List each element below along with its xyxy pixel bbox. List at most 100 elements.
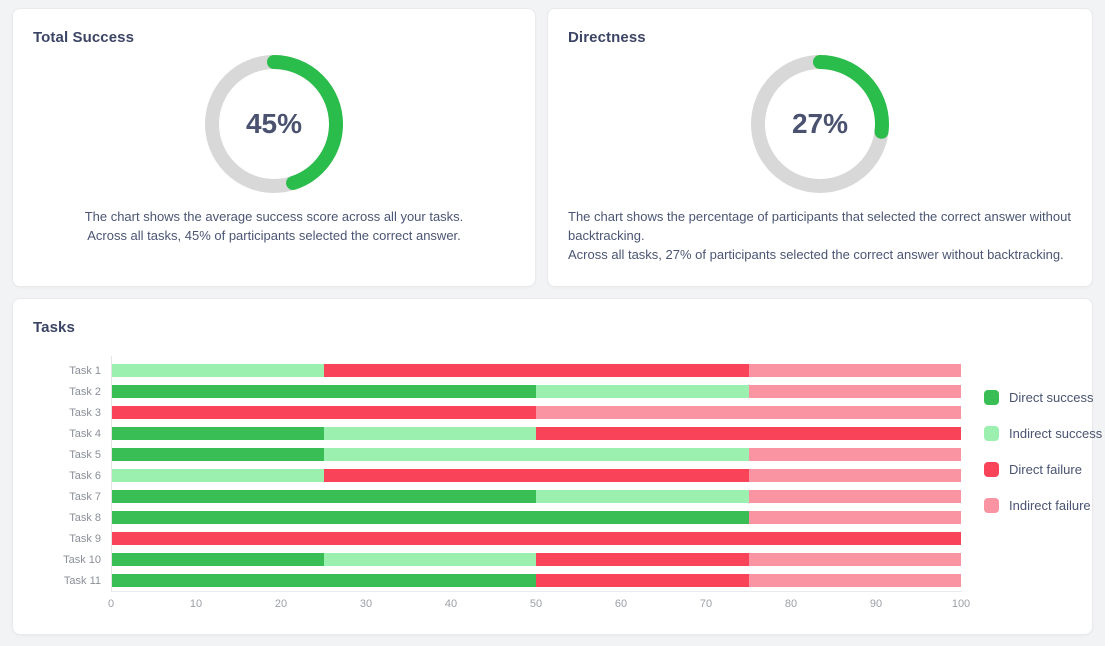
directness-card: Directness 27% The chart shows the perce… (547, 8, 1093, 287)
task-row: Task 5 (33, 444, 962, 465)
bar-segment-indirect-failure (748, 364, 961, 377)
stacked-bar (111, 406, 961, 419)
tasks-title: Tasks (33, 319, 75, 336)
bar-segment-direct-failure (536, 427, 961, 440)
bar-segment-indirect-failure (536, 406, 961, 419)
stacked-bar (111, 469, 961, 482)
stacked-bar (111, 385, 961, 398)
task-label: Task 1 (69, 364, 101, 377)
x-axis-line (111, 591, 962, 592)
chart-legend: Direct success Indirect success Direct fai… (984, 356, 1102, 614)
legend-swatch-direct-success (984, 390, 999, 405)
bar-segment-direct-success (111, 427, 324, 440)
task-row: Task 4 (33, 423, 962, 444)
tasks-stacked-bar-chart: Task 1 Task 2 Task 3 Task 4 Task 5 Task 6 Task… (33, 356, 1102, 614)
task-row: Task 10 (33, 549, 962, 570)
task-label: Task 11 (63, 574, 101, 587)
task-row: Task 6 (33, 465, 962, 486)
legend-swatch-indirect-failure (984, 498, 999, 513)
total-success-percent: 45% (245, 108, 303, 139)
bar-segment-direct-failure (323, 469, 749, 482)
stacked-bar (111, 364, 961, 377)
bar-segment-direct-success (111, 490, 536, 503)
task-label: Task 3 (69, 406, 101, 419)
bar-segment-indirect-success (111, 469, 324, 482)
task-label: Task 5 (69, 448, 101, 461)
task-row: Task 2 (33, 381, 962, 402)
total-success-donut-chart: 45% (204, 54, 344, 194)
bar-plot-area: Task 1 Task 2 Task 3 Task 4 Task 5 Task 6 Task… (33, 356, 970, 614)
bar-segment-direct-success (111, 511, 749, 524)
x-axis-ticks: 0 10 20 30 40 50 60 70 80 90 100 (107, 598, 970, 614)
bar-segment-indirect-failure (748, 574, 961, 587)
x-axis-tick-label: 80 (784, 598, 798, 610)
task-label: Task 4 (69, 427, 101, 440)
x-axis-tick-label: 60 (614, 598, 628, 610)
task-row: Task 9 (33, 528, 962, 549)
task-row: Task 3 (33, 402, 962, 423)
donut-svg (205, 55, 343, 193)
bar-segment-indirect-failure (748, 553, 961, 566)
task-row: Task 7 (33, 486, 962, 507)
task-row: Task 1 (33, 360, 962, 381)
stacked-bar (111, 532, 961, 545)
donut-progress-arc (205, 55, 343, 193)
legend-item-indirect-failure[interactable]: Indirect failure (984, 498, 1102, 513)
directness-donut-chart: 27% (750, 54, 890, 194)
legend-label: Indirect failure (1009, 498, 1091, 513)
description-line: The chart shows the percentage of partic… (568, 209, 1071, 243)
bar-segment-indirect-failure (748, 385, 961, 398)
task-label: Task 6 (69, 469, 101, 482)
stacked-bar (111, 448, 961, 461)
bar-segment-indirect-success (323, 448, 749, 461)
legend-item-direct-failure[interactable]: Direct failure (984, 462, 1102, 477)
stacked-bar (111, 490, 961, 503)
directness-description: The chart shows the percentage of partic… (568, 207, 1072, 264)
task-row: Task 8 (33, 507, 962, 528)
bar-segment-indirect-failure (748, 448, 961, 461)
bar-segment-indirect-success (323, 553, 536, 566)
directness-percent: 27% (791, 108, 849, 139)
tasks-card: Tasks Task 1 Task 2 Task 3 Task 4 Task 5 Task… (12, 298, 1102, 635)
legend-item-indirect-success[interactable]: Indirect success (984, 426, 1102, 441)
description-line: Across all tasks, 45% of participants se… (87, 228, 461, 243)
bar-segment-direct-failure (111, 532, 961, 545)
bar-segment-indirect-failure (748, 490, 961, 503)
legend-swatch-indirect-success (984, 426, 999, 441)
legend-swatch-direct-failure (984, 462, 999, 477)
donut-progress-arc (751, 55, 889, 193)
stacked-bar (111, 427, 961, 440)
total-success-donut-wrap: 45% (33, 54, 515, 194)
x-axis-tick-label: 90 (869, 598, 883, 610)
legend-label: Indirect success (1009, 426, 1103, 441)
x-axis-tick-label: 100 (951, 598, 971, 610)
x-axis-tick-label: 50 (529, 598, 543, 610)
task-label: Task 7 (69, 490, 101, 503)
bar-segment-direct-failure (323, 364, 749, 377)
x-axis-tick-label: 70 (699, 598, 713, 610)
stacked-bar (111, 553, 961, 566)
bar-segment-direct-failure (536, 553, 749, 566)
y-axis-line (111, 356, 112, 591)
legend-label: Direct success (1009, 390, 1094, 405)
total-success-title: Total Success (33, 29, 135, 46)
directness-donut-wrap: 27% (568, 54, 1072, 194)
description-line: The chart shows the average success scor… (84, 209, 464, 224)
bar-segment-direct-failure (111, 406, 536, 419)
legend-item-direct-success[interactable]: Direct success (984, 390, 1102, 405)
total-success-card: Total Success 45% The chart shows the av… (12, 8, 536, 287)
directness-title: Directness (568, 29, 646, 46)
description-line: Across all tasks, 27% of participants se… (568, 247, 1064, 262)
x-axis-tick-label: 0 (107, 598, 115, 610)
legend-label: Direct failure (1009, 462, 1082, 477)
bar-segment-indirect-failure (748, 469, 961, 482)
x-axis-tick-label: 20 (274, 598, 288, 610)
task-label: Task 2 (69, 385, 101, 398)
x-axis-tick-label: 10 (189, 598, 203, 610)
task-row: Task 11 (33, 570, 962, 591)
bar-segment-direct-failure (536, 574, 749, 587)
bar-segment-direct-success (111, 448, 324, 461)
top-row: Total Success 45% The chart shows the av… (12, 8, 1093, 287)
stacked-bar (111, 511, 961, 524)
